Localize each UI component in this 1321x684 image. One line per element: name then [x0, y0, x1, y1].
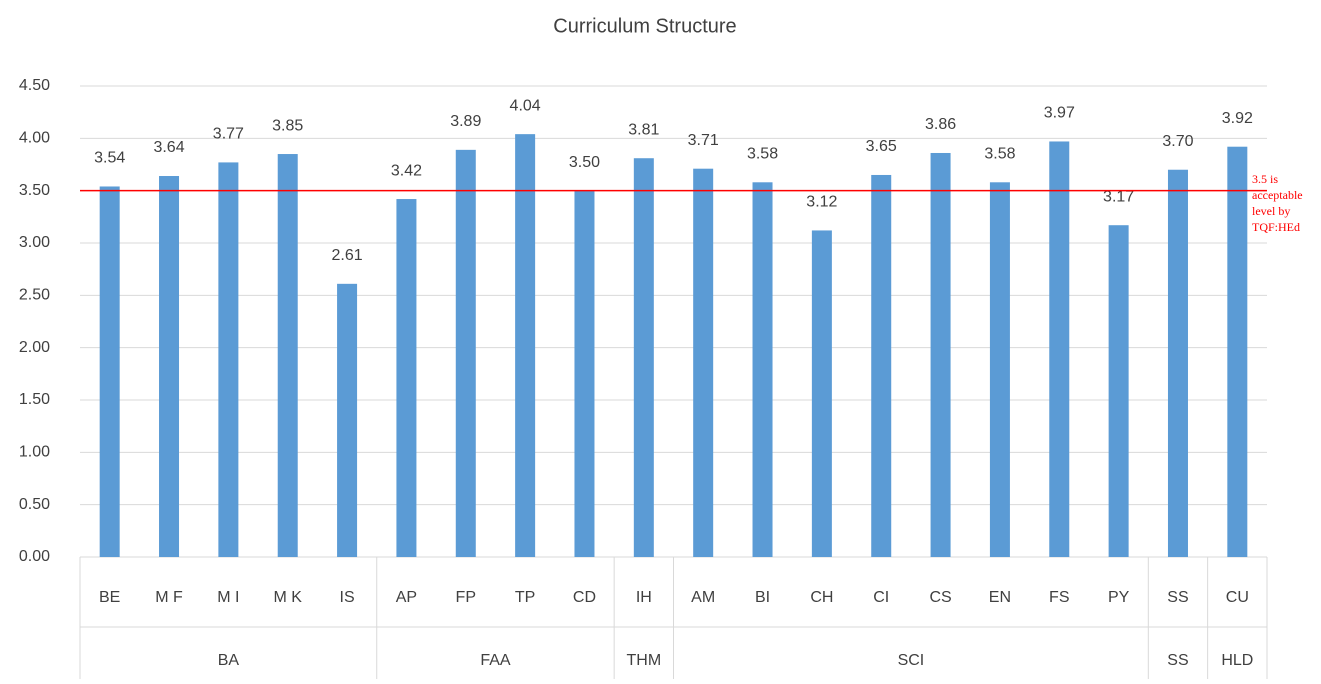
bar [396, 199, 417, 558]
x-tick-label: BI [755, 589, 770, 606]
x-tick-label: SS [1167, 589, 1188, 606]
group-label: SCI [898, 652, 925, 669]
data-label: 3.42 [391, 162, 422, 179]
bar [930, 152, 951, 557]
bar [633, 158, 654, 557]
x-tick-label: PY [1108, 589, 1130, 606]
x-tick-label: TP [515, 589, 535, 606]
bar [277, 154, 298, 558]
group-label: SS [1167, 652, 1188, 669]
data-label: 3.65 [866, 138, 897, 155]
x-tick-label: AM [691, 589, 715, 606]
x-tick-label: IH [636, 589, 652, 606]
bar [455, 149, 476, 557]
x-tick-label: BE [99, 589, 120, 606]
x-tick-label: CD [573, 589, 596, 606]
bar [515, 134, 536, 557]
x-tick-label: CH [810, 589, 833, 606]
x-tick-label: M F [155, 589, 183, 606]
data-label: 3.81 [628, 121, 659, 138]
data-label: 3.64 [153, 139, 184, 156]
data-label: 3.58 [747, 146, 778, 163]
group-label: HLD [1221, 652, 1253, 669]
bar [871, 174, 892, 557]
x-tick-label: M I [217, 589, 239, 606]
x-tick-label: CU [1226, 589, 1249, 606]
reference-label: 3.5 is [1252, 172, 1278, 186]
y-tick-label: 2.00 [19, 339, 50, 356]
data-label: 3.12 [806, 194, 837, 211]
x-tick-label: CI [873, 589, 889, 606]
data-label: 3.58 [984, 146, 1015, 163]
reference-label: acceptable [1252, 188, 1303, 202]
x-tick-label: AP [396, 589, 417, 606]
y-tick-label: 2.50 [19, 287, 50, 304]
data-label: 3.85 [272, 117, 303, 134]
y-tick-label: 0.00 [19, 548, 50, 565]
data-label: 3.86 [925, 116, 956, 133]
data-label: 3.17 [1103, 188, 1134, 205]
bar [218, 162, 239, 557]
data-label: 3.92 [1222, 110, 1253, 127]
y-tick-label: 1.50 [19, 391, 50, 408]
group-label: THM [626, 652, 661, 669]
y-tick-label: 3.50 [19, 182, 50, 199]
x-tick-label: EN [989, 589, 1011, 606]
bar [1167, 169, 1188, 557]
bar [574, 190, 595, 557]
data-label: 3.97 [1044, 105, 1075, 122]
bar [1227, 146, 1248, 557]
bar [989, 182, 1010, 557]
data-label: 3.54 [94, 150, 125, 167]
data-label: 3.50 [569, 154, 600, 171]
data-label: 3.89 [450, 113, 481, 130]
data-label: 3.71 [688, 132, 719, 149]
bar [337, 283, 358, 557]
reference-label: level by [1252, 204, 1290, 218]
bar [99, 186, 120, 558]
bar [159, 176, 180, 557]
x-tick-label: FS [1049, 589, 1069, 606]
x-tick-label: FP [456, 589, 476, 606]
y-tick-label: 1.00 [19, 444, 50, 461]
y-tick-label: 4.00 [19, 130, 50, 147]
bar [693, 168, 714, 558]
group-label: BA [218, 652, 240, 669]
y-tick-label: 4.50 [19, 77, 50, 94]
data-label: 3.70 [1162, 133, 1193, 150]
bar [1049, 141, 1070, 557]
y-tick-label: 3.00 [19, 234, 50, 251]
bar [811, 230, 832, 557]
chart-title: Curriculum Structure [553, 15, 736, 37]
group-label: FAA [480, 652, 511, 669]
x-tick-label: M K [273, 589, 302, 606]
x-tick-label: IS [340, 589, 355, 606]
reference-label: TQF:HEd [1252, 220, 1300, 234]
data-label: 2.61 [332, 247, 363, 264]
data-label: 4.04 [510, 97, 541, 114]
data-label: 3.77 [213, 126, 244, 143]
x-tick-label: CS [929, 589, 951, 606]
y-tick-label: 0.50 [19, 496, 50, 513]
bar [752, 182, 773, 557]
bar [1108, 225, 1129, 557]
